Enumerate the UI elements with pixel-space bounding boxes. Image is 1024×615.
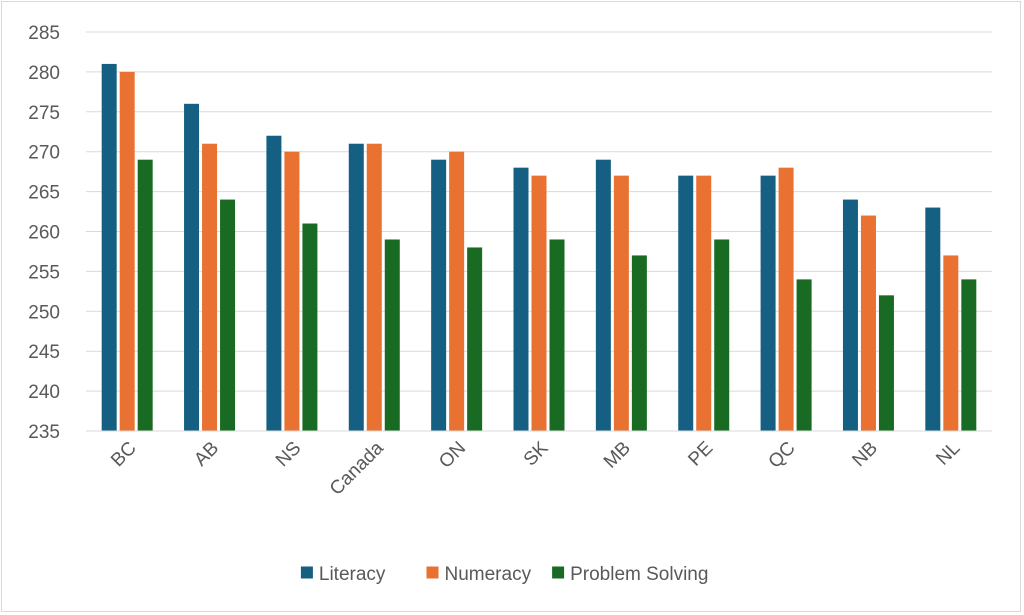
- bar-numeracy-mb: [613, 175, 629, 431]
- x-category-label: PE: [684, 438, 717, 471]
- gridlines: [86, 31, 992, 392]
- bar-problem-solving-canada: [384, 239, 400, 431]
- bar-numeracy-nl: [943, 255, 959, 431]
- bar-literacy-canada: [348, 143, 364, 431]
- bar-literacy-bc: [101, 63, 117, 432]
- bar-literacy-mb: [595, 159, 611, 431]
- x-axis-category-labels: BC AB NS Canada ON SK MB PE QC NB NL: [107, 437, 964, 499]
- y-tick-label: 275: [28, 103, 60, 124]
- bar-numeracy-on: [449, 151, 465, 431]
- bar-problem-solving-nb: [878, 295, 894, 431]
- bar-numeracy-pe: [696, 175, 712, 431]
- legend-label-literacy: Literacy: [319, 564, 386, 585]
- y-tick-label: 285: [28, 23, 60, 44]
- x-category-label: BC: [107, 438, 141, 472]
- y-tick-label: 270: [28, 143, 60, 164]
- x-category-label: AB: [190, 438, 223, 471]
- bar-problem-solving-ab: [220, 199, 236, 431]
- y-tick-label: 250: [28, 302, 60, 323]
- bar-literacy-ns: [266, 135, 282, 432]
- bar-numeracy-canada: [366, 143, 382, 431]
- bar-problem-solving-bc: [137, 159, 153, 431]
- bar-numeracy-nb: [860, 215, 876, 431]
- legend-swatch-problem-solving: [552, 566, 565, 579]
- x-category-label: NS: [272, 438, 306, 472]
- x-category-label: ON: [435, 438, 470, 473]
- y-tick-label: 255: [28, 262, 60, 283]
- y-tick-label: 280: [28, 63, 60, 84]
- bar-problem-solving-qc: [796, 279, 812, 431]
- x-category-label: QC: [765, 438, 800, 473]
- bar-problem-solving-ns: [302, 223, 318, 431]
- y-tick-label: 240: [28, 382, 60, 403]
- bar-numeracy-sk: [531, 175, 547, 431]
- x-category-label: NB: [848, 438, 882, 472]
- bar-literacy-ab: [184, 103, 200, 431]
- bar-problem-solving-sk: [549, 239, 565, 431]
- y-tick-label: 245: [28, 342, 60, 363]
- bar-literacy-nl: [925, 207, 941, 431]
- legend-swatch-literacy: [300, 566, 313, 579]
- bar-literacy-on: [431, 159, 447, 431]
- bar-problem-solving-pe: [714, 239, 730, 431]
- bar-numeracy-bc: [119, 71, 135, 432]
- bar-problem-solving-mb: [631, 255, 647, 431]
- bars: [101, 63, 977, 432]
- y-tick-label: 265: [28, 183, 60, 204]
- bar-literacy-pe: [678, 175, 694, 431]
- bar-problem-solving-on: [467, 247, 483, 431]
- bar-literacy-nb: [842, 199, 858, 431]
- x-category-label: SK: [520, 437, 553, 470]
- legend: Literacy Numeracy Problem Solving: [300, 564, 708, 585]
- x-category-label: MB: [600, 438, 635, 473]
- y-tick-label: 260: [28, 223, 60, 244]
- x-category-label: NL: [932, 438, 964, 470]
- bar-numeracy-ab: [202, 143, 218, 431]
- bar-numeracy-qc: [778, 167, 794, 431]
- y-axis-tick-labels: 235 240 245 250 255 260 265 270 275 280 285: [28, 23, 60, 443]
- legend-label-numeracy: Numeracy: [445, 564, 532, 585]
- bar-numeracy-ns: [284, 151, 300, 431]
- x-category-label: Canada: [326, 437, 388, 499]
- y-tick-label: 235: [28, 422, 60, 443]
- bar-problem-solving-nl: [961, 279, 977, 431]
- bar-literacy-sk: [513, 167, 529, 431]
- legend-label-problem-solving: Problem Solving: [570, 564, 708, 585]
- bar-literacy-qc: [760, 175, 776, 431]
- legend-swatch-numeracy: [426, 566, 439, 579]
